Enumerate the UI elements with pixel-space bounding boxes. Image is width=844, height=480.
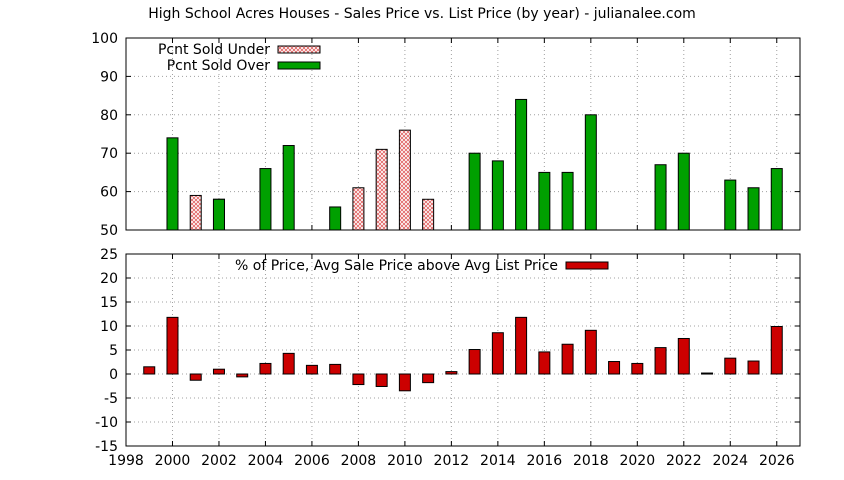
y-tick-label: -15 (95, 439, 118, 455)
bar-pct-price (422, 373, 435, 384)
legend-swatch-sold-under (277, 45, 321, 54)
legend-label-pct-price: % of Price, Avg Sale Price above Avg Lis… (235, 258, 558, 274)
legend-swatch-pct-price (565, 261, 609, 270)
legend-label-sold-under: Pcnt Sold Under (158, 42, 270, 58)
bar-pct-price (747, 360, 760, 375)
bar-sold-under (375, 148, 388, 231)
bar-sold-over (747, 187, 760, 231)
y-tick-label: 10 (100, 319, 118, 335)
bar-pct-price (329, 363, 342, 375)
bar-pct-price (445, 371, 458, 375)
plot-frame (125, 37, 801, 231)
y-tick-label: 90 (100, 69, 118, 85)
bar-pct-price (608, 361, 621, 375)
bar-pct-price (212, 368, 225, 375)
x-tick-label: 1998 (108, 453, 144, 469)
legend-swatch-sold-over (277, 61, 321, 70)
bar-pct-price (305, 364, 318, 375)
bar-pct-price (189, 373, 202, 381)
y-tick-label: -5 (104, 391, 118, 407)
bar-sold-over (561, 171, 574, 231)
y-tick-label: 15 (100, 295, 118, 311)
x-tick-label: 2010 (387, 453, 423, 469)
x-tick-label: 2012 (434, 453, 470, 469)
legend-label-sold-over: Pcnt Sold Over (167, 58, 271, 74)
x-tick-label: 2002 (201, 453, 237, 469)
bar-pct-price (584, 329, 597, 375)
chart-title: High School Acres Houses - Sales Price v… (148, 6, 696, 22)
bar-sold-over (212, 198, 225, 231)
bar-pct-price (352, 373, 365, 386)
bar-pct-price (701, 372, 714, 375)
bottom-legend: % of Price, Avg Sale Price above Avg Lis… (235, 258, 609, 274)
y-tick-label: 100 (91, 31, 118, 47)
plot-frame (125, 253, 801, 447)
bar-pct-price (770, 325, 783, 375)
x-tick-label: 2020 (619, 453, 655, 469)
bar-sold-over (515, 98, 528, 231)
bar-sold-over (724, 179, 737, 231)
bar-sold-over (677, 152, 690, 231)
bar-sold-over (468, 152, 481, 231)
bar-sold-under (352, 187, 365, 231)
y-tick-label: 5 (109, 343, 118, 359)
top-legend: Pcnt Sold Under Pcnt Sold Over (158, 42, 321, 74)
bar-sold-under (422, 198, 435, 231)
bar-sold-over (166, 137, 179, 231)
bar-pct-price (677, 337, 690, 375)
x-tick-label: 2014 (480, 453, 516, 469)
bar-sold-over (538, 171, 551, 231)
x-tick-label: 2024 (712, 453, 748, 469)
bar-pct-price (236, 373, 249, 378)
y-tick-label: 20 (100, 271, 118, 287)
bar-pct-price (282, 352, 295, 375)
bar-sold-under (189, 194, 202, 231)
x-tick-label: 2026 (759, 453, 795, 469)
bar-pct-price (724, 357, 737, 375)
bar-pct-price (538, 351, 551, 375)
bar-pct-price (515, 316, 528, 375)
bar-pct-price (143, 366, 156, 375)
x-tick-label: 2008 (341, 453, 377, 469)
x-tick-label: 2022 (666, 453, 702, 469)
bar-pct-price (491, 332, 504, 375)
y-tick-label: 50 (100, 223, 118, 239)
bar-sold-over (259, 168, 272, 231)
top-panel: 100 90 80 70 60 50 (91, 31, 801, 239)
x-tick-label: 2004 (248, 453, 284, 469)
bar-pct-price (654, 347, 667, 375)
bar-pct-price (259, 362, 272, 375)
bar-sold-under (398, 129, 411, 231)
y-tick-label: -10 (95, 415, 118, 431)
y-tick-label: 25 (100, 247, 118, 263)
bar-sold-over (584, 114, 597, 231)
bar-sold-over (654, 164, 667, 231)
bar-sold-over (770, 168, 783, 231)
bar-pct-price (631, 362, 644, 375)
bar-sold-over (282, 145, 295, 231)
y-tick-label: 80 (100, 108, 118, 124)
x-tick-label: 2006 (294, 453, 330, 469)
x-tick-label: 2018 (573, 453, 609, 469)
bar-pct-price (468, 349, 481, 375)
bar-sold-over (491, 160, 504, 231)
bar-pct-price (375, 373, 388, 387)
bar-pct-price (561, 343, 574, 375)
bar-sold-over (329, 206, 342, 231)
y-tick-label: 60 (100, 185, 118, 201)
y-tick-label: 0 (109, 367, 118, 383)
y-tick-label: 70 (100, 146, 118, 162)
x-tick-label: 2000 (155, 453, 191, 469)
bar-pct-price (398, 373, 411, 392)
x-tick-label: 2016 (527, 453, 563, 469)
bar-pct-price (166, 316, 179, 375)
